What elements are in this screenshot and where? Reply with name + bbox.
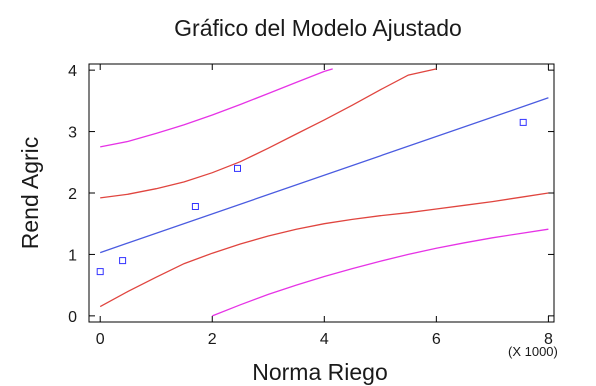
data-point: [234, 164, 241, 172]
data-point: [119, 257, 127, 265]
series-line-prediction-lower: [212, 228, 549, 317]
y-tick-label: 4: [68, 63, 77, 80]
series-layer: [99, 68, 549, 317]
x-axis-label: Norma Riego: [252, 359, 388, 385]
chart-title: Gráfico del Modelo Ajustado: [174, 15, 462, 41]
x-tick-label: 8: [544, 331, 553, 348]
data-point: [191, 203, 199, 210]
points-layer: [96, 118, 527, 276]
y-tick-label: 1: [68, 247, 77, 264]
series-line-confidence-lower: [99, 192, 549, 308]
data-point: [96, 268, 104, 276]
x-tick-label: 0: [96, 331, 105, 348]
data-point: [519, 118, 527, 126]
series-line-fit: [99, 97, 549, 254]
y-axis-label: Rend Agric: [17, 137, 43, 250]
y-tick-label: 3: [68, 125, 77, 142]
y-tick-label: 0: [68, 309, 77, 326]
x-tick-label: 6: [432, 331, 441, 348]
plot-frame: [88, 63, 555, 323]
series-line-prediction-upper: [100, 68, 333, 148]
axis-ticks: [89, 64, 554, 322]
x-tick-label: 4: [320, 331, 329, 348]
tick-labels: 0 2 4 6 8 0 1 2 3 4: [68, 63, 553, 348]
y-tick-label: 2: [68, 186, 77, 203]
x-tick-label: 2: [208, 331, 217, 348]
x-axis-multiplier: (X 1000): [508, 344, 558, 359]
series-line-confidence-upper: [100, 68, 437, 199]
